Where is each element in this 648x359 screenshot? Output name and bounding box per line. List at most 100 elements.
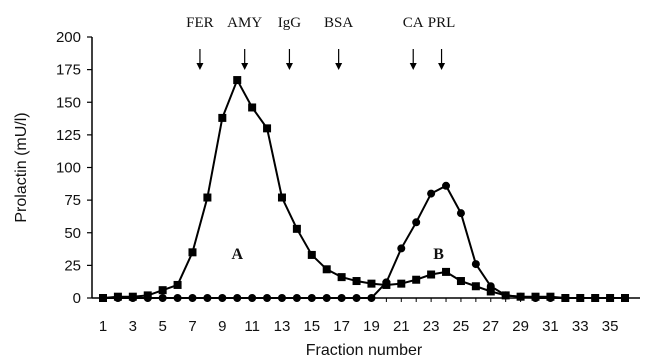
x-tick-label: 23 xyxy=(423,318,440,335)
data-point-circle xyxy=(501,291,510,300)
data-point-square xyxy=(337,273,346,282)
data-point-circle xyxy=(367,294,376,302)
data-point-circle xyxy=(486,282,495,291)
data-point-square xyxy=(277,193,286,202)
marker-arrow-head xyxy=(285,63,293,70)
data-point-square xyxy=(188,248,197,257)
data-point-square xyxy=(307,250,316,259)
data-point-square xyxy=(203,193,212,202)
peak-label: A xyxy=(231,246,243,263)
x-tick-label: 31 xyxy=(542,318,559,335)
marker-label: AMY xyxy=(227,15,262,31)
data-point-circle xyxy=(218,294,227,302)
data-point-square xyxy=(233,76,242,85)
data-point-circle xyxy=(456,209,465,218)
x-tick-label: 19 xyxy=(363,318,380,335)
data-point-circle xyxy=(531,294,540,302)
data-point-square xyxy=(263,124,272,133)
data-point-square xyxy=(158,286,167,295)
marker-label: FER xyxy=(186,15,214,31)
x-tick-label: 29 xyxy=(512,318,529,335)
x-ticks: 1 3 5 7 9 11 13 15 17 19 21 23 25 27 29 31 33 35 xyxy=(99,298,626,335)
data-point-circle xyxy=(606,294,615,302)
y-tick-label: 25 xyxy=(64,257,81,274)
marker-label: CA xyxy=(403,15,424,31)
data-point-square xyxy=(352,277,361,286)
data-point-circle xyxy=(516,292,525,301)
marker-label: BSA xyxy=(324,15,353,31)
data-point-square xyxy=(471,282,480,291)
x-tick-label: 21 xyxy=(393,318,410,335)
y-tick-label: 125 xyxy=(56,127,81,144)
data-point-square xyxy=(248,103,257,112)
data-point-circle xyxy=(471,260,480,269)
series-group xyxy=(99,76,629,302)
y-tick-label: 200 xyxy=(56,29,81,46)
y-tick-label: 175 xyxy=(56,62,81,79)
y-tick-label: 150 xyxy=(56,94,81,111)
x-tick-label: 15 xyxy=(303,318,320,335)
data-point-circle xyxy=(128,294,137,302)
axes xyxy=(91,37,640,299)
x-axis-label: Fraction number xyxy=(306,342,423,359)
data-point-circle xyxy=(561,294,570,302)
data-point-circle xyxy=(292,294,301,302)
data-point-square xyxy=(427,270,436,279)
data-point-circle xyxy=(248,294,257,302)
data-point-circle xyxy=(203,294,212,302)
series-line xyxy=(102,77,625,299)
x-tick-label: 17 xyxy=(333,318,350,335)
data-point-circle xyxy=(173,294,182,302)
data-point-circle xyxy=(621,294,629,302)
data-point-circle xyxy=(397,244,406,253)
y-ticks: 0 25 50 75 100 125 150 175 200 xyxy=(56,29,92,307)
x-tick-label: 7 xyxy=(188,318,196,335)
x-tick-label: 13 xyxy=(274,318,291,335)
data-point-circle xyxy=(99,294,107,302)
data-point-circle xyxy=(352,294,361,302)
x-tick-label: 3 xyxy=(129,318,137,335)
marker-label: PRL xyxy=(428,15,456,31)
data-point-circle xyxy=(382,278,391,287)
data-point-circle xyxy=(591,294,600,302)
data-point-square xyxy=(367,279,376,288)
y-tick-label: 100 xyxy=(56,160,81,177)
x-tick-label: 25 xyxy=(453,318,470,335)
data-point-circle xyxy=(412,218,421,227)
y-tick-label: 75 xyxy=(64,192,81,209)
x-tick-label: 35 xyxy=(602,318,619,335)
data-point-square xyxy=(442,267,451,276)
data-point-square xyxy=(412,275,421,284)
data-point-circle xyxy=(143,294,152,302)
data-point-circle xyxy=(546,294,555,302)
data-point-circle xyxy=(263,294,272,302)
marker-arrow-head xyxy=(196,63,204,70)
data-point-square xyxy=(456,277,465,286)
x-tick-label: 33 xyxy=(572,318,589,335)
x-tick-label: 11 xyxy=(244,318,260,335)
data-point-circle xyxy=(113,294,122,302)
y-tick-label: 50 xyxy=(64,225,81,242)
x-tick-label: 1 xyxy=(99,318,107,335)
data-point-circle xyxy=(322,294,331,302)
y-axis-label: Prolactin (mU/l) xyxy=(13,112,30,222)
x-tick-label: 27 xyxy=(482,318,499,335)
data-point-circle xyxy=(337,294,346,302)
marker-arrow-head xyxy=(241,63,249,70)
data-point-circle xyxy=(576,294,585,302)
data-point-circle xyxy=(427,189,436,198)
standard-markers: FER AMY IgG BSA CA PRL xyxy=(186,15,455,70)
x-tick-label: 9 xyxy=(218,318,226,335)
data-point-square xyxy=(218,113,227,122)
marker-arrow-head xyxy=(409,63,417,70)
data-point-circle xyxy=(277,294,286,302)
y-tick-label: 0 xyxy=(73,290,81,307)
data-point-circle xyxy=(158,294,167,302)
data-point-circle xyxy=(307,294,316,302)
data-point-square xyxy=(397,279,406,288)
marker-label: IgG xyxy=(278,15,301,31)
data-point-circle xyxy=(233,294,242,302)
data-point-square xyxy=(173,280,182,289)
